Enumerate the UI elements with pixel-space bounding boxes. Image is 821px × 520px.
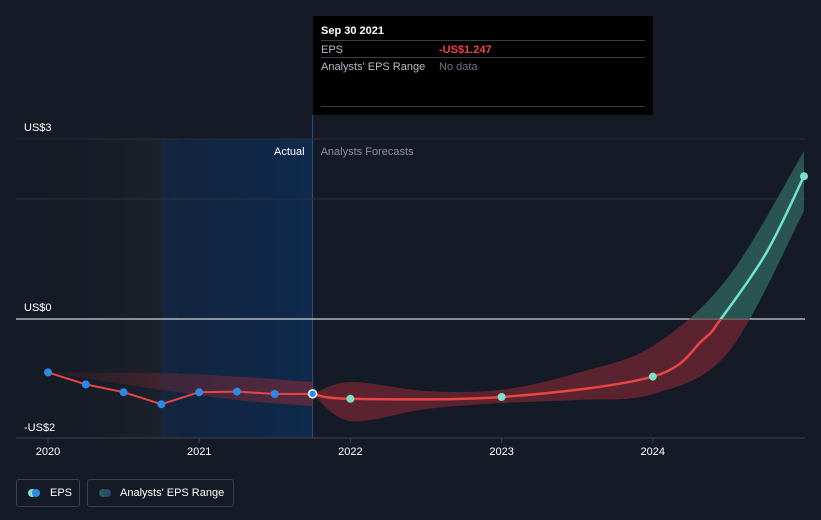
forecast-range-band-negative [312, 319, 750, 422]
x-tick-label: 2022 [338, 446, 362, 458]
forecast-region-label: Analysts Forecasts [321, 146, 414, 158]
eps-forecast-line-negative [312, 319, 723, 401]
y-tick-label: US$3 [24, 122, 52, 134]
eps-point [119, 388, 128, 397]
x-tick-label: 2021 [187, 446, 211, 458]
past-shade-region [16, 139, 177, 438]
y-tick-label: US$0 [24, 302, 52, 314]
tooltip-eps-label: EPS [321, 44, 344, 56]
eps-forecast-point [800, 172, 808, 181]
legend-range-dot-icon [103, 489, 111, 497]
eps-point [195, 388, 204, 397]
tooltip-eps-value: -US$1.247 [439, 44, 492, 56]
eps-forecast-point [497, 393, 506, 401]
tooltip-spacer [321, 74, 645, 107]
eps-point [270, 390, 279, 398]
x-tick-label: 2020 [36, 446, 60, 458]
eps-point-highlighted [307, 389, 318, 399]
legend-eps-toggle[interactable]: EPS [16, 479, 80, 507]
legend-range-label: Analysts' EPS Range [120, 487, 225, 499]
data-tooltip: Sep 30 2021 EPS -US$1.247 Analysts' EPS … [313, 16, 653, 115]
eps-forecast-line-positive [719, 175, 806, 319]
tooltip-date: Sep 30 2021 [321, 25, 384, 37]
eps-point [233, 387, 241, 396]
legend-range-toggle[interactable]: Analysts' EPS Range [87, 479, 234, 507]
x-tick-label: 2023 [489, 446, 513, 458]
eps-forecast-point [346, 394, 355, 403]
actual-region-label: Actual [274, 146, 305, 158]
legend-eps-label: EPS [50, 487, 73, 499]
tooltip-range-row: Analysts' EPS Range No data [321, 57, 645, 75]
x-tick-label: 2024 [641, 446, 665, 458]
eps-point [81, 380, 90, 389]
y-tick-label: -US$2 [24, 422, 55, 434]
eps-point [157, 400, 166, 409]
tooltip-eps-row: EPS -US$1.247 [321, 40, 645, 58]
tooltip-range-label: Analysts' EPS Range [321, 61, 426, 73]
past-range-band [48, 372, 313, 406]
eps-forecast-point [648, 372, 657, 381]
legend-eps-dot-icon [32, 489, 40, 497]
tooltip-range-value: No data [439, 61, 478, 73]
eps-actual-line [47, 371, 313, 406]
eps-point [44, 368, 52, 377]
